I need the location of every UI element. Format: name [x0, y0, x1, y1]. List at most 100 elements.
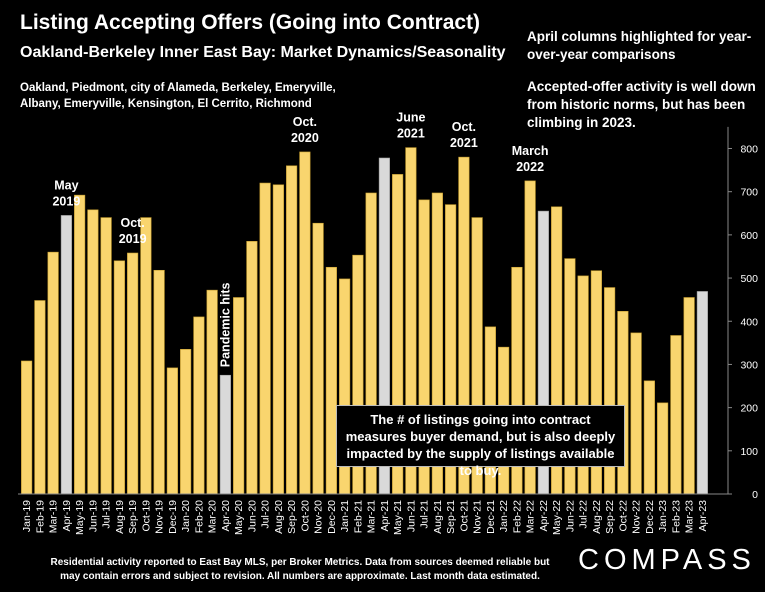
- bar-mar-20: [206, 289, 218, 495]
- x-tick-label: Feb-20: [193, 500, 205, 533]
- annotation-label: 2020: [291, 131, 319, 145]
- x-tick-label: Mar-19: [48, 500, 60, 533]
- y-tick-label: 200: [740, 403, 758, 415]
- bar-oct-19: [140, 217, 152, 495]
- bar-feb-19: [34, 300, 46, 495]
- annotation-label: Oct.: [452, 120, 476, 134]
- x-tick-label: Jun-19: [87, 500, 99, 532]
- annotation-label: May: [54, 178, 78, 192]
- bar-dec-22: [643, 380, 655, 495]
- bar-feb-23: [670, 335, 682, 495]
- bar-jun-20: [246, 241, 258, 495]
- x-tick-label: Jan-19: [21, 500, 33, 532]
- x-tick-label: Nov-21: [472, 500, 484, 534]
- y-tick-label: 300: [740, 359, 758, 371]
- bar-feb-20: [193, 316, 205, 495]
- x-tick-label: Jul-22: [578, 500, 590, 529]
- x-tick-label: Apr-20: [220, 500, 232, 532]
- x-tick-label: Apr-22: [538, 500, 550, 532]
- annotation-label: June: [396, 111, 425, 125]
- bar-may-20: [233, 297, 245, 495]
- y-tick-label: 500: [740, 273, 758, 285]
- annotation-label: 2019: [52, 194, 80, 208]
- x-tick-label: Dec-21: [485, 500, 497, 534]
- x-tick-label: Jun-21: [405, 500, 417, 532]
- y-axis: 0 100 200 300 400 500 600 700 800: [727, 126, 758, 501]
- x-tick-label: May-19: [74, 500, 86, 535]
- compass-logo: COMPASS: [578, 544, 756, 576]
- annotation-label: March: [512, 144, 549, 158]
- x-tick-label: Jun-22: [564, 500, 576, 532]
- bar-aug-20: [272, 184, 284, 495]
- x-tick-label: Dec-22: [644, 500, 656, 534]
- y-tick-label: 400: [740, 316, 758, 328]
- bar-may-19: [74, 194, 86, 495]
- x-tick-label: Feb-22: [511, 500, 523, 533]
- x-tick-label: Nov-19: [154, 500, 166, 534]
- x-tick-label: Apr-19: [61, 500, 73, 532]
- chart-subtitle: Oakland-Berkeley Inner East Bay: Market …: [20, 44, 506, 61]
- x-tick-label: Jul-20: [260, 500, 272, 529]
- callout-box: The # of listings going into contract me…: [336, 405, 625, 478]
- bar-apr-20: [219, 374, 231, 495]
- annotation-label: 2019: [119, 232, 147, 246]
- bar-nov-20: [312, 222, 324, 495]
- x-tick-label: Mar-23: [684, 500, 696, 533]
- x-tick-label: Sep-22: [604, 500, 616, 534]
- y-tick-label: 100: [740, 446, 758, 458]
- x-tick-label: Mar-20: [207, 500, 219, 533]
- chart-title: Listing Accepting Offers (Going into Con…: [20, 11, 481, 34]
- x-tick-label: Jul-21: [419, 500, 431, 529]
- x-tick-label: Mar-22: [525, 500, 537, 533]
- activity-note: Accepted-offer activity is well down fro…: [527, 79, 756, 130]
- x-tick-label: Jan-22: [498, 500, 510, 532]
- x-tick-label: Oct-21: [458, 500, 470, 532]
- x-tick-label: Oct-22: [617, 500, 629, 532]
- bar-oct-20: [299, 151, 311, 495]
- x-tick-label: Jan-23: [657, 500, 669, 532]
- x-tick-label: Dec-19: [167, 500, 179, 534]
- y-tick-label: 700: [740, 187, 758, 199]
- annotation-label: 2022: [516, 160, 544, 174]
- bar-jan-20: [180, 349, 192, 495]
- bar-mar-23: [683, 297, 695, 495]
- x-tick-label: Feb-21: [352, 500, 364, 533]
- x-tick-label: Sep-20: [286, 500, 298, 534]
- annotation-label: 2021: [450, 136, 478, 150]
- bar-apr-23: [696, 291, 708, 495]
- annotations: May 2019 Oct. 2019 Pandemic hits Oct. 2020 June…: [52, 111, 548, 368]
- bar-nov-22: [630, 332, 642, 495]
- bar-jun-19: [87, 209, 99, 495]
- y-tick-label: 0: [752, 489, 758, 501]
- bar-jan-23: [657, 402, 669, 495]
- annotation-label: Oct.: [293, 115, 317, 129]
- x-tick-label: Aug-20: [273, 500, 285, 534]
- x-tick-label: Jun-20: [246, 500, 258, 532]
- x-tick-label: May-21: [392, 500, 404, 535]
- bar-nov-19: [153, 269, 165, 495]
- x-tick-label: Dec-20: [326, 500, 338, 534]
- x-tick-label: Jan-20: [180, 500, 192, 532]
- x-tick-label: Nov-22: [631, 500, 643, 534]
- x-tick-label: Feb-19: [34, 500, 46, 533]
- annotation-label: 2021: [397, 127, 425, 141]
- x-tick-label: May-20: [233, 500, 245, 535]
- annotation-label: Oct.: [120, 216, 144, 230]
- x-tick-label: Aug-22: [591, 500, 603, 534]
- april-highlight-note: April columns highlighted for year-over-…: [527, 29, 752, 62]
- annotation-label: Pandemic hits: [218, 282, 232, 367]
- x-tick-label: May-22: [551, 500, 563, 535]
- bar-sep-19: [127, 252, 139, 495]
- bar-sep-20: [286, 165, 298, 495]
- x-tick-label: Apr-23: [697, 500, 709, 532]
- x-tick-label: Oct-20: [299, 500, 311, 532]
- x-tick-label: Oct-19: [140, 500, 152, 532]
- x-tick-label: Sep-21: [445, 500, 457, 534]
- x-tick-label: Nov-20: [313, 500, 325, 534]
- y-tick-label: 800: [740, 144, 758, 156]
- bar-dec-19: [166, 367, 178, 495]
- x-tick-label: Apr-21: [379, 500, 391, 532]
- x-tick-label: Feb-23: [670, 500, 682, 533]
- x-tick-label: Jan-21: [339, 500, 351, 532]
